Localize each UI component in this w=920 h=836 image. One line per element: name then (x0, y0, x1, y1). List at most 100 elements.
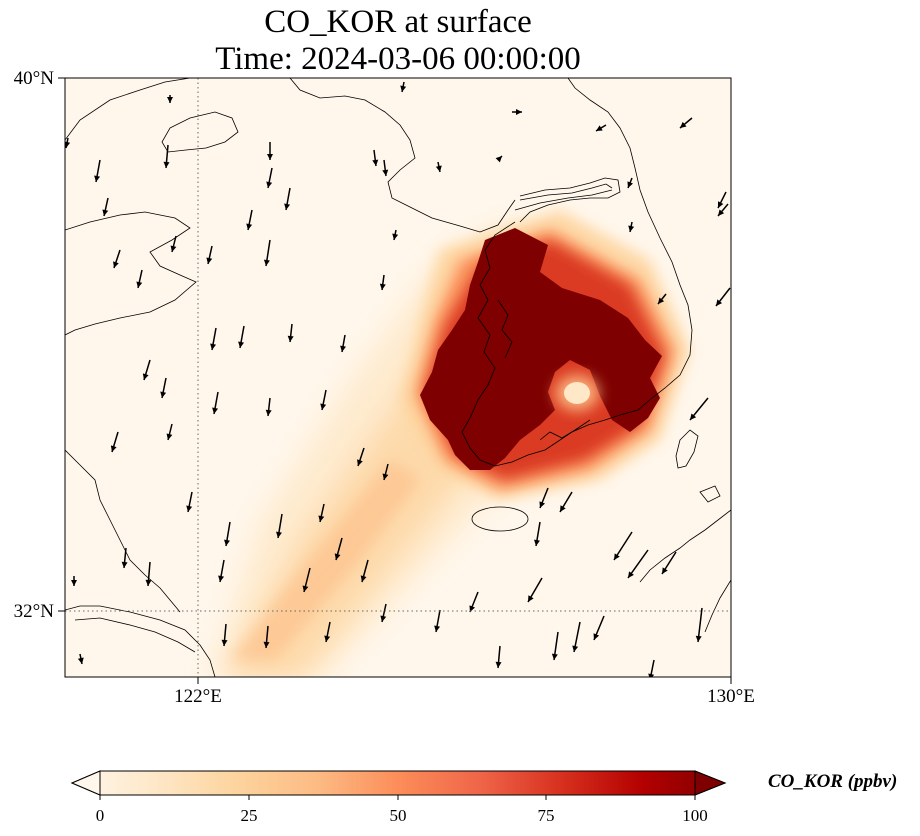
wind-arrow-head (627, 181, 634, 188)
wind-arrow-head (718, 201, 724, 208)
wind-arrow-head (382, 473, 389, 480)
wind-arrow-head (400, 85, 407, 92)
wind-arrow-head (212, 407, 219, 414)
wind-arrow-head (379, 283, 386, 290)
colorbar-extend-max (694, 770, 727, 796)
wind-arrow-head (263, 259, 270, 266)
map-title-line1: CO_KOR at surface (264, 4, 532, 40)
wind-arrow-head (71, 580, 77, 586)
wind-arrow-head (572, 645, 579, 652)
colorbar-extend-min (70, 770, 101, 796)
wind-arrow-head (716, 299, 723, 306)
wind-arrow-head (206, 257, 213, 264)
map-plot-area (65, 78, 731, 677)
wind-vector-field (65, 81, 731, 677)
wind-arrow-head (469, 605, 476, 612)
map-title-line2: Time: 2024-03-06 00:00:00 (215, 41, 581, 77)
wind-arrow-head (102, 209, 109, 216)
wind-arrow-head (163, 161, 170, 168)
colorbar-body (70, 770, 727, 796)
wind-arrow-head (238, 341, 245, 348)
colorbar-tick-25: 25 (241, 806, 258, 825)
wind-arrow-head (658, 297, 665, 304)
wind-arrow-head (392, 233, 399, 240)
wind-arrow-head (77, 657, 84, 664)
wind-arrow-head (551, 653, 558, 660)
wind-arrow-head (334, 553, 341, 560)
coastlines (65, 78, 731, 677)
wind-arrow-head (221, 639, 228, 646)
wind-arrow-head (340, 345, 346, 352)
wind-arrow-head (320, 403, 327, 410)
wind-arrow-head (166, 433, 173, 440)
wind-arrow-head (360, 575, 367, 582)
wind-arrow-head (145, 579, 152, 586)
wind-arrow-head (276, 531, 282, 538)
wind-arrow-head (167, 97, 173, 103)
wind-arrow-head (539, 501, 546, 508)
wind-arrow-head (186, 505, 193, 512)
wind-arrow-head (662, 567, 668, 574)
wind-arrow-head (210, 343, 217, 350)
wind-arrow-head (224, 539, 230, 546)
wind-arrow-head (136, 281, 143, 288)
colorbar-tick-75: 75 (538, 806, 555, 825)
wind-arrow-head (246, 223, 253, 230)
wind-arrow-head (495, 156, 502, 163)
wind-arrow-head (110, 445, 117, 452)
lon-label-130e: 130°E (707, 686, 755, 707)
wind-arrow-head (142, 373, 149, 380)
wind-arrow-head (380, 615, 387, 622)
wind-arrow-head (94, 175, 101, 182)
colorbar-tick-100: 100 (682, 806, 708, 825)
wind-arrow-head (382, 169, 389, 176)
wind-arrow-head (718, 209, 725, 216)
wind-arrow-head (218, 575, 225, 582)
wind-arrow-head (516, 109, 522, 115)
lat-label-32n: 32°N (14, 601, 55, 622)
wind-arrow-head (690, 413, 697, 420)
wind-arrow-head (318, 515, 325, 522)
axis-ticks (58, 77, 732, 684)
wind-arrow-head (287, 335, 294, 342)
colorbar: 0 25 50 75 100 (70, 770, 727, 825)
wind-arrow-head (265, 409, 272, 416)
wind-arrow-head (113, 261, 119, 268)
wind-arrow-head (614, 553, 620, 560)
co-concentration-field (210, 210, 690, 677)
wind-arrow-head (434, 625, 441, 632)
wind-arrow-head (160, 391, 167, 398)
wind-arrow-head (266, 181, 273, 188)
wind-arrow-head (593, 633, 600, 640)
wind-arrow-head (495, 661, 502, 668)
wind-arrow-head (680, 121, 687, 128)
wind-arrow-head (263, 641, 270, 648)
wind-arrow-head (284, 203, 291, 210)
wind-arrow-head (628, 571, 634, 578)
wind-arrow-head (695, 635, 702, 642)
colorbar-label: CO_KOR (ppbv) (768, 771, 898, 792)
lon-label-122e: 122°E (174, 686, 222, 707)
map-gridlines (65, 78, 731, 677)
lat-label-40n: 40°N (14, 68, 55, 89)
wind-arrow-head (372, 159, 379, 166)
wind-arrow-head (267, 154, 273, 160)
colorbar-tick-50: 50 (390, 806, 407, 825)
wind-arrow-head (534, 539, 540, 546)
wind-arrow-head (628, 225, 635, 232)
wind-arrow-head (170, 245, 177, 252)
wind-arrow-head (357, 459, 363, 466)
wind-arrow-head (560, 505, 566, 512)
wind-arrow-head (121, 561, 128, 568)
wind-arrow-head (302, 585, 309, 592)
wind-arrow-head (596, 125, 603, 131)
wind-arrow-head (65, 141, 71, 148)
wind-arrow-head (435, 165, 442, 172)
wind-arrow-head (528, 595, 534, 602)
wind-arrow-head (324, 635, 331, 642)
map-frame (64, 77, 732, 678)
co-max-region (420, 228, 662, 470)
colorbar-tick-0: 0 (96, 806, 105, 825)
wind-arrow-head (648, 673, 655, 677)
